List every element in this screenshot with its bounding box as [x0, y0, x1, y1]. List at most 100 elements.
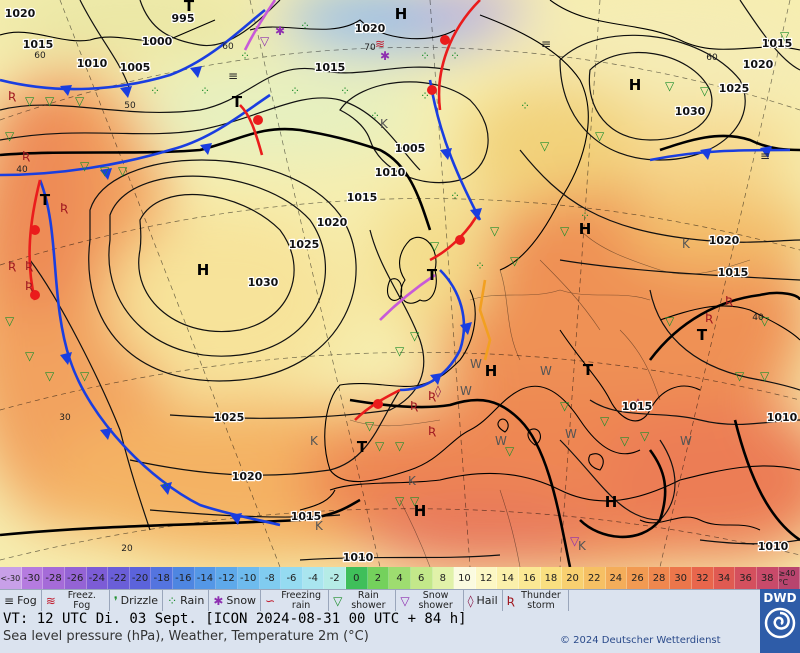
pressure-center: T	[697, 326, 708, 344]
pressure-centers: H H H H H H H T T T T T T T	[40, 0, 708, 520]
temperature-label: 40	[752, 313, 764, 323]
legend-label: Snow shower	[418, 590, 453, 611]
svg-text:▽: ▽	[365, 419, 375, 433]
pressure-center: T	[357, 438, 368, 456]
legend-item: ✱ Snow	[209, 590, 262, 612]
scale-cell: 30	[670, 567, 692, 589]
isobar-label: 1015	[762, 37, 793, 50]
legend-symbol-icon: ◊	[467, 594, 474, 608]
legend-symbol-icon: Ʀ	[506, 594, 515, 608]
scale-cell: -4	[302, 567, 325, 589]
svg-text:⁘: ⁘	[450, 49, 460, 63]
scale-cell: 28	[648, 567, 671, 589]
svg-text:⁘: ⁘	[520, 99, 530, 113]
svg-text:W: W	[680, 434, 692, 448]
isobar-label: 1030	[675, 105, 706, 118]
legend-symbol-icon: ▽	[400, 594, 410, 608]
svg-text:▽: ▽	[505, 444, 515, 458]
legend-item: ≋ Freez. Fog	[42, 590, 110, 612]
svg-text:▽: ▽	[560, 399, 570, 413]
svg-text:Ʀ: Ʀ	[428, 389, 436, 403]
temperature-label: 20	[121, 544, 133, 554]
legend-symbol-icon: ≡	[4, 594, 15, 608]
scale-cell: -10	[237, 567, 260, 589]
scale-cell: -8	[259, 567, 282, 589]
svg-text:Ʀ: Ʀ	[428, 424, 436, 438]
legend-item: ⁘ Rain	[163, 590, 210, 612]
legend-symbol-icon: ∽	[265, 594, 276, 608]
svg-text:◊: ◊	[435, 384, 441, 398]
svg-text:✱: ✱	[380, 49, 390, 63]
svg-text:▽: ▽	[540, 139, 550, 153]
svg-text:W: W	[460, 384, 472, 398]
svg-text:Ʀ: Ʀ	[725, 294, 733, 308]
isobar-label: 1020	[355, 22, 386, 35]
temperature-label: 70	[364, 43, 376, 53]
dwd-spiral-icon	[764, 607, 796, 639]
scale-cell: 22	[583, 567, 606, 589]
svg-text:Ʀ: Ʀ	[8, 89, 16, 103]
isobar-label: 1025	[214, 411, 245, 424]
isobar-label: 1020	[232, 470, 263, 483]
scale-cell: -16	[173, 567, 195, 589]
svg-text:▽: ▽	[395, 439, 405, 453]
legend-label: Rain	[180, 594, 205, 607]
isobar-label: 1020	[709, 234, 740, 247]
svg-text:Ʀ: Ʀ	[60, 201, 68, 215]
legend-item: ▽ Rain shower	[329, 590, 397, 612]
graticule	[0, 0, 800, 567]
scale-cell: -28	[43, 567, 65, 589]
svg-text:▽: ▽	[75, 94, 85, 108]
svg-text:▽: ▽	[430, 239, 440, 253]
weather-map: ƦƦƦ Ʀ ƦƦ ƦƦƦ ƦƦ ≋ ≡≡≡ ▽ ▽ ▽ ▽▽▽ ▽ ▽▽ ▽ ▽ ▽▽ ▽ …	[0, 0, 800, 567]
pressure-center: T	[427, 266, 438, 284]
scale-cell: 4	[389, 567, 411, 589]
isobar-label: 1025	[719, 82, 750, 95]
scale-cell: 16	[519, 567, 541, 589]
svg-text:⁘: ⁘	[370, 109, 380, 123]
legend-symbol-icon: ✱	[213, 594, 224, 608]
svg-text:⁘: ⁘	[150, 84, 160, 98]
svg-text:⁘: ⁘	[240, 49, 250, 63]
svg-text:▽: ▽	[80, 369, 90, 383]
temperature-labels: 40 30 20 50 60 70 60 40 60	[16, 42, 764, 554]
scale-cell: -22	[108, 567, 130, 589]
temperature-label: 50	[124, 101, 136, 111]
isobar-label: 1005	[395, 142, 426, 155]
svg-text:K: K	[682, 237, 691, 251]
svg-text:▽: ▽	[410, 494, 420, 508]
temperature-label: 40	[16, 165, 28, 175]
legend-item: ∽ Freezing rain	[261, 590, 330, 612]
scale-cell: 32	[692, 567, 714, 589]
svg-text:▽: ▽	[410, 329, 420, 343]
temperature-label: 60	[706, 53, 718, 63]
map-description: Sea level pressure (hPa), Weather, Tempe…	[3, 629, 369, 644]
pressure-center: H	[395, 5, 408, 23]
weather-symbols: ƦƦƦ Ʀ ƦƦ ƦƦƦ ƦƦ ≋ ≡≡≡ ▽ ▽ ▽ ▽▽▽ ▽ ▽▽ ▽ ▽ ▽▽ ▽ …	[5, 19, 790, 553]
scale-cell: -18	[151, 567, 173, 589]
svg-text:≡: ≡	[760, 149, 770, 163]
isobar-label: 1010	[375, 166, 406, 179]
svg-text:▽: ▽	[45, 94, 55, 108]
scale-cell: 14	[497, 567, 519, 589]
isobar-label: 1020	[317, 216, 348, 229]
scale-cell: 12	[475, 567, 498, 589]
svg-text:▽: ▽	[100, 164, 110, 178]
legend-item: ▽ Snow shower	[396, 590, 464, 612]
svg-text:▽: ▽	[490, 224, 500, 238]
svg-text:▽: ▽	[560, 224, 570, 238]
svg-text:≡: ≡	[228, 69, 238, 83]
svg-text:▽: ▽	[760, 369, 770, 383]
weather-legend: ≡ Fog ≋ Freez. Fog ❜ Drizzle ⁘ Rain ✱ Snow ∽ Freezi…	[0, 589, 760, 612]
isobar-label: 1020	[5, 7, 36, 20]
svg-text:⁘: ⁘	[420, 89, 430, 103]
svg-text:▽: ▽	[25, 349, 35, 363]
isobar-label: 1010	[77, 57, 108, 70]
svg-text:⁘: ⁘	[340, 84, 350, 98]
pressure-center: H	[485, 362, 498, 380]
svg-text:⁘: ⁘	[290, 84, 300, 98]
scale-cell: -24	[86, 567, 109, 589]
svg-text:W: W	[565, 427, 577, 441]
temperature-label: 60	[222, 42, 234, 52]
pressure-center: H	[629, 76, 642, 94]
